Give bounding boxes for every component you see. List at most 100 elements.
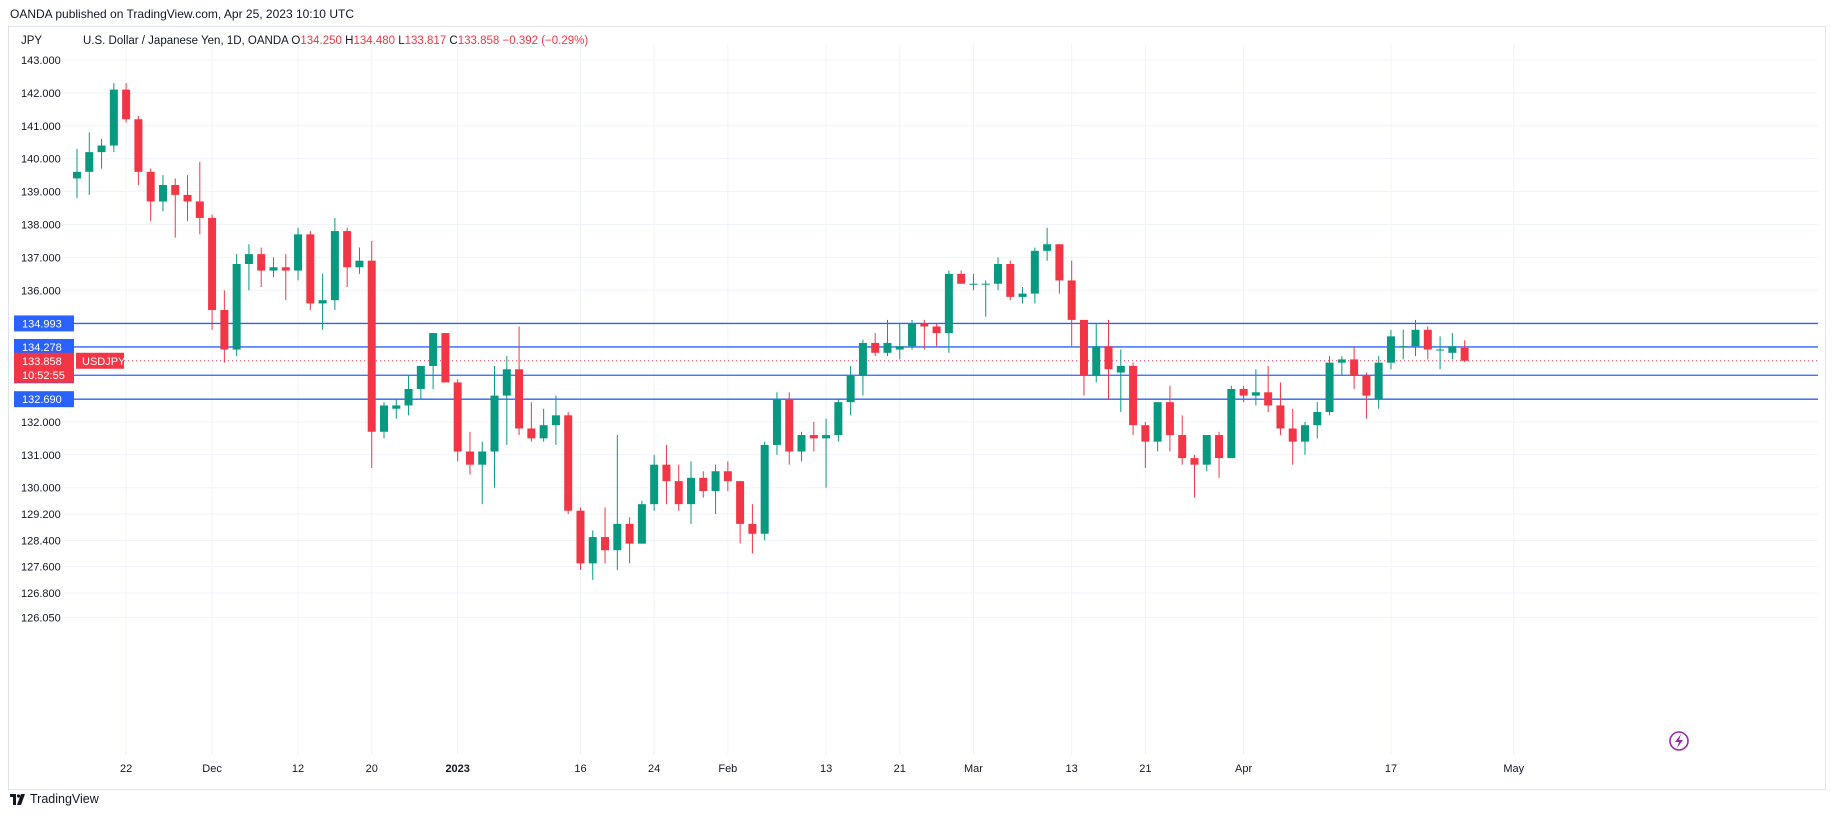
candle[interactable] (269, 257, 278, 278)
candle[interactable] (1190, 454, 1199, 498)
candle[interactable] (416, 365, 425, 399)
candle[interactable] (367, 240, 376, 468)
candle[interactable] (1116, 349, 1125, 413)
candle[interactable] (687, 461, 695, 524)
candle[interactable] (146, 168, 155, 222)
candle[interactable] (1227, 385, 1236, 459)
candle[interactable] (785, 392, 794, 465)
candle[interactable] (883, 319, 892, 357)
candle[interactable] (355, 247, 364, 274)
candle[interactable] (772, 392, 781, 455)
candle[interactable] (478, 441, 487, 505)
candle[interactable] (699, 471, 708, 498)
candle[interactable] (171, 178, 180, 238)
candle[interactable] (1448, 333, 1457, 360)
candle[interactable] (404, 375, 413, 416)
candle[interactable] (281, 254, 290, 301)
candle[interactable] (822, 418, 831, 488)
candle[interactable] (1030, 247, 1039, 304)
candle[interactable] (723, 461, 732, 491)
candle[interactable] (502, 356, 511, 445)
candle[interactable] (208, 214, 217, 330)
candle[interactable] (1301, 421, 1309, 455)
candle[interactable] (736, 481, 745, 544)
candle[interactable] (330, 217, 339, 311)
candle[interactable] (650, 454, 659, 511)
candle[interactable] (1386, 329, 1395, 370)
candle[interactable] (1043, 227, 1052, 261)
candle[interactable] (944, 270, 953, 353)
candle[interactable] (1092, 323, 1101, 383)
candle[interactable] (1276, 382, 1285, 436)
candle[interactable] (158, 175, 167, 212)
candle[interactable] (760, 441, 769, 541)
candle[interactable] (957, 270, 966, 284)
candle[interactable] (834, 398, 843, 442)
candle[interactable] (637, 500, 646, 544)
candle[interactable] (613, 435, 622, 570)
candle[interactable] (232, 254, 241, 357)
candle[interactable] (1202, 435, 1211, 472)
candle[interactable] (809, 421, 818, 452)
candle[interactable] (515, 326, 524, 436)
candle[interactable] (1313, 402, 1322, 439)
candle[interactable] (380, 402, 388, 439)
candle[interactable] (1436, 336, 1445, 370)
candle[interactable] (748, 504, 757, 554)
candle[interactable] (527, 402, 536, 442)
candle[interactable] (1362, 372, 1371, 419)
candle[interactable] (1337, 356, 1346, 376)
candle[interactable] (1239, 385, 1248, 403)
tradingview-footer[interactable]: TradingView (10, 792, 99, 806)
candle[interactable] (1350, 346, 1359, 389)
candle[interactable] (1067, 260, 1076, 347)
candle[interactable] (1264, 365, 1273, 413)
candle[interactable] (932, 323, 941, 347)
candle[interactable] (220, 290, 229, 363)
candle[interactable] (1055, 244, 1064, 294)
bolt-icon[interactable] (1669, 731, 1689, 751)
candle[interactable] (564, 412, 573, 515)
candle[interactable] (1018, 287, 1027, 304)
candle[interactable] (465, 431, 474, 475)
candle[interactable] (1423, 326, 1432, 360)
candle[interactable] (994, 257, 1002, 291)
candle[interactable] (490, 365, 499, 488)
candle[interactable] (674, 464, 683, 511)
candle[interactable] (1129, 362, 1138, 436)
candle[interactable] (1215, 431, 1224, 478)
candle[interactable] (429, 333, 438, 389)
candle[interactable] (1460, 340, 1469, 363)
candle[interactable] (1411, 319, 1420, 357)
candle[interactable] (109, 83, 118, 153)
candle[interactable] (1399, 329, 1408, 360)
candle[interactable] (122, 83, 131, 123)
candle[interactable] (1178, 415, 1187, 465)
candle[interactable] (981, 280, 990, 317)
candle[interactable] (1079, 319, 1088, 396)
candle[interactable] (1165, 385, 1174, 452)
candle[interactable] (73, 148, 81, 199)
candle[interactable] (134, 115, 143, 186)
candle[interactable] (920, 319, 929, 350)
candle[interactable] (1141, 421, 1150, 468)
candle[interactable] (1006, 260, 1015, 301)
candle[interactable] (453, 379, 462, 462)
candle[interactable] (625, 517, 634, 564)
candle[interactable] (797, 431, 806, 462)
candle[interactable] (539, 408, 548, 442)
candle[interactable] (318, 273, 327, 330)
candle[interactable] (1374, 356, 1383, 409)
candle[interactable] (1325, 356, 1334, 416)
candle[interactable] (711, 464, 720, 515)
candle[interactable] (895, 323, 904, 360)
candle[interactable] (244, 244, 253, 291)
candle[interactable] (969, 273, 978, 291)
candle[interactable] (662, 444, 671, 505)
candle[interactable] (871, 333, 880, 357)
candle[interactable] (1104, 319, 1113, 399)
candle[interactable] (195, 161, 204, 235)
candle[interactable] (85, 132, 94, 195)
candle[interactable] (588, 530, 597, 580)
candle[interactable] (551, 395, 560, 445)
